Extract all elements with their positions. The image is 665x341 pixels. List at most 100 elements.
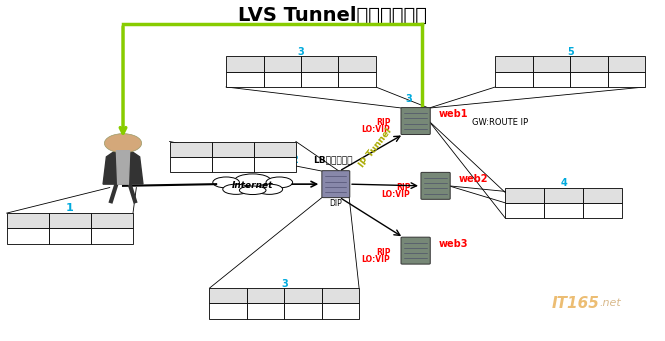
Text: Internet: Internet xyxy=(232,181,273,190)
Bar xyxy=(247,303,285,319)
Ellipse shape xyxy=(235,174,271,188)
Text: RIP: RIP xyxy=(376,118,390,127)
FancyBboxPatch shape xyxy=(421,172,450,199)
Text: IP Tunnel: IP Tunnel xyxy=(358,127,394,170)
Bar xyxy=(608,72,645,87)
Ellipse shape xyxy=(266,177,293,188)
Text: 源地址: 源地址 xyxy=(275,59,290,69)
Text: 80: 80 xyxy=(106,232,118,241)
Text: CIP: CIP xyxy=(275,75,290,84)
Bar xyxy=(583,203,622,218)
Polygon shape xyxy=(116,151,130,184)
Text: DIP: DIP xyxy=(329,199,342,208)
Text: 端口: 端口 xyxy=(269,145,280,154)
FancyBboxPatch shape xyxy=(401,237,430,264)
Bar xyxy=(571,72,608,87)
FancyBboxPatch shape xyxy=(401,108,430,134)
Bar xyxy=(226,56,263,72)
Text: 目标地址: 目标地址 xyxy=(541,59,561,69)
Ellipse shape xyxy=(239,186,266,194)
Text: CIP: CIP xyxy=(517,206,533,215)
Text: 3: 3 xyxy=(281,279,288,289)
Text: T-IP: T-IP xyxy=(236,75,253,84)
Text: VIP: VIP xyxy=(506,75,522,84)
Text: 2: 2 xyxy=(291,154,298,165)
Bar xyxy=(285,303,322,319)
Text: 源地址: 源地址 xyxy=(507,59,521,69)
Text: LB负载均衡器: LB负载均衡器 xyxy=(313,155,352,164)
Bar xyxy=(495,56,533,72)
Text: 源地址: 源地址 xyxy=(183,145,199,154)
Bar xyxy=(209,288,247,303)
Bar xyxy=(285,288,322,303)
Bar xyxy=(170,142,211,157)
Bar xyxy=(544,203,583,218)
FancyBboxPatch shape xyxy=(322,170,350,198)
Text: 80: 80 xyxy=(351,75,363,84)
Text: 目标地址: 目标地址 xyxy=(310,59,330,69)
Text: 80: 80 xyxy=(334,307,346,316)
Bar xyxy=(7,228,49,244)
Text: CIP: CIP xyxy=(544,75,559,84)
Text: T-IP: T-IP xyxy=(236,59,253,69)
Bar xyxy=(49,213,91,228)
Bar xyxy=(301,56,338,72)
Text: web3: web3 xyxy=(439,239,468,249)
Text: 80: 80 xyxy=(597,206,608,215)
Text: VIP: VIP xyxy=(295,307,311,316)
Text: T-IP: T-IP xyxy=(219,291,237,300)
Text: 4: 4 xyxy=(560,178,567,189)
Ellipse shape xyxy=(256,184,283,194)
Text: 目标地址: 目标地址 xyxy=(293,291,313,300)
Bar xyxy=(170,157,211,172)
Text: CIP: CIP xyxy=(182,160,199,169)
Text: 端口: 端口 xyxy=(597,191,608,200)
Text: 80: 80 xyxy=(269,160,281,169)
Polygon shape xyxy=(103,150,143,184)
Ellipse shape xyxy=(223,184,249,194)
Bar xyxy=(211,142,254,157)
Text: LO:VIP: LO:VIP xyxy=(382,190,410,199)
Text: CIP: CIP xyxy=(258,307,273,316)
Text: 1: 1 xyxy=(66,203,74,213)
Text: IT165: IT165 xyxy=(551,296,599,311)
Bar xyxy=(226,72,263,87)
Bar xyxy=(533,72,571,87)
Bar xyxy=(91,213,133,228)
Text: 目标地址: 目标地址 xyxy=(222,145,243,154)
Text: .net: .net xyxy=(599,298,620,309)
Bar xyxy=(7,213,49,228)
Text: GW:ROUTE IP: GW:ROUTE IP xyxy=(472,118,528,127)
Bar xyxy=(254,157,296,172)
Text: 端口: 端口 xyxy=(335,291,345,300)
Text: 源地址: 源地址 xyxy=(517,191,533,200)
Text: 3: 3 xyxy=(406,94,412,104)
Bar xyxy=(571,56,608,72)
Bar xyxy=(211,157,254,172)
Bar xyxy=(533,56,571,72)
Bar xyxy=(583,188,622,203)
Text: 端口: 端口 xyxy=(352,59,362,69)
Text: RIP: RIP xyxy=(396,183,410,192)
Bar xyxy=(49,228,91,244)
Text: CIP: CIP xyxy=(19,232,36,241)
Text: 源地址: 源地址 xyxy=(258,291,273,300)
Text: VIP: VIP xyxy=(224,160,241,169)
Bar xyxy=(608,56,645,72)
Text: web1: web1 xyxy=(439,109,468,119)
Bar xyxy=(338,72,376,87)
Text: LVS Tunnel模式过程详解: LVS Tunnel模式过程详解 xyxy=(238,6,427,25)
Text: LO:VIP: LO:VIP xyxy=(362,255,390,264)
Bar xyxy=(254,142,296,157)
Bar xyxy=(495,72,533,87)
Text: 端口: 端口 xyxy=(106,216,117,225)
Bar xyxy=(263,56,301,72)
Text: 目标地址: 目标地址 xyxy=(59,216,80,225)
Ellipse shape xyxy=(213,177,239,188)
Bar xyxy=(209,303,247,319)
Text: DATA: DATA xyxy=(614,75,638,84)
Bar xyxy=(91,228,133,244)
Text: RIP: RIP xyxy=(376,248,390,257)
Text: 端口: 端口 xyxy=(584,59,594,69)
Bar xyxy=(263,72,301,87)
